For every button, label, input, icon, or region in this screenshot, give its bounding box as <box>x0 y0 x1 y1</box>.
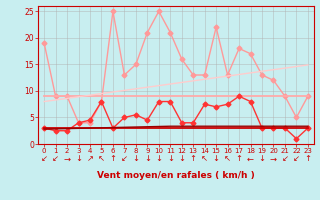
Text: ↙: ↙ <box>293 154 300 163</box>
Text: ↖: ↖ <box>98 154 105 163</box>
Text: ↓: ↓ <box>144 154 151 163</box>
Text: ↑: ↑ <box>190 154 197 163</box>
Text: ↓: ↓ <box>167 154 174 163</box>
Text: ↓: ↓ <box>75 154 82 163</box>
Text: ↓: ↓ <box>259 154 266 163</box>
Text: ↖: ↖ <box>224 154 231 163</box>
Text: ↑: ↑ <box>304 154 311 163</box>
Text: →: → <box>270 154 277 163</box>
Text: ←: ← <box>247 154 254 163</box>
Text: ↑: ↑ <box>236 154 243 163</box>
Text: ↙: ↙ <box>281 154 288 163</box>
Text: ↓: ↓ <box>178 154 185 163</box>
Text: ↙: ↙ <box>52 154 59 163</box>
Text: ↓: ↓ <box>212 154 220 163</box>
X-axis label: Vent moyen/en rafales ( km/h ): Vent moyen/en rafales ( km/h ) <box>97 171 255 180</box>
Text: ↙: ↙ <box>121 154 128 163</box>
Text: ↑: ↑ <box>109 154 116 163</box>
Text: ↓: ↓ <box>132 154 140 163</box>
Text: ↙: ↙ <box>41 154 48 163</box>
Text: →: → <box>64 154 71 163</box>
Text: ↗: ↗ <box>86 154 93 163</box>
Text: ↓: ↓ <box>155 154 162 163</box>
Text: ↖: ↖ <box>201 154 208 163</box>
